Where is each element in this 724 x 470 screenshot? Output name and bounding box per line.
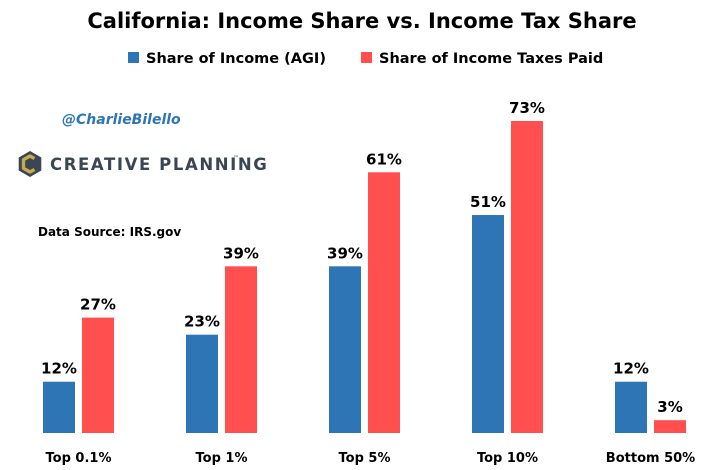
bar-top-5-income — [329, 266, 361, 433]
creative-planning-logo: CREATIVE PLANNING ™ — [18, 151, 268, 177]
author-handle: @CharlieBilello — [62, 112, 181, 128]
data-label-top-10-taxes: 73% — [509, 99, 545, 117]
legend-label-agi: Share of Income (AGI) — [146, 51, 326, 67]
plot-area: 12% 27% Top 0.1% 23% 39% Top 1% 39% 61% Top 5% 51… — [41, 99, 695, 466]
x-tick-bottom-50: Bottom 50% — [606, 451, 695, 466]
brand-trademark: ™ — [233, 155, 239, 162]
data-label-top-1-income: 23% — [184, 313, 220, 331]
data-label-top-5-income: 39% — [327, 244, 363, 262]
bar-top-0-1-taxes — [82, 317, 114, 433]
bar-top-0-1-income — [43, 381, 75, 433]
bar-top-10-taxes — [511, 121, 543, 433]
bar-bottom-50-taxes — [654, 420, 686, 433]
legend: Share of Income (AGI) Share of Income Ta… — [128, 51, 603, 67]
data-label-bottom-50-taxes: 3% — [657, 398, 682, 416]
chart-title: California: Income Share vs. Income Tax … — [87, 9, 636, 33]
data-source: Data Source: IRS.gov — [38, 225, 181, 239]
bar-bottom-50-income — [615, 381, 647, 433]
bar-top-10-income — [472, 215, 504, 433]
logo-mark-icon — [18, 151, 42, 177]
data-label-top-0-1-taxes: 27% — [80, 296, 116, 314]
legend-label-taxes: Share of Income Taxes Paid — [379, 51, 603, 67]
brand-name: CREATIVE PLANNING — [50, 155, 268, 174]
x-tick-top-5: Top 5% — [339, 451, 391, 466]
x-tick-top-1: Top 1% — [196, 451, 248, 466]
bar-top-5-taxes — [368, 172, 400, 434]
data-label-top-0-1-income: 12% — [41, 360, 77, 378]
data-label-top-10-income: 51% — [470, 193, 506, 211]
legend-swatch-agi — [128, 52, 139, 63]
legend-swatch-taxes — [361, 52, 372, 63]
data-label-top-5-taxes: 61% — [366, 150, 402, 168]
x-tick-top-0-1: Top 0.1% — [46, 451, 112, 466]
bar-top-1-income — [186, 334, 218, 433]
bar-top-1-taxes — [225, 266, 257, 433]
x-tick-top-10: Top 10% — [477, 451, 538, 466]
data-label-top-1-taxes: 39% — [223, 244, 259, 262]
data-label-bottom-50-income: 12% — [613, 360, 649, 378]
